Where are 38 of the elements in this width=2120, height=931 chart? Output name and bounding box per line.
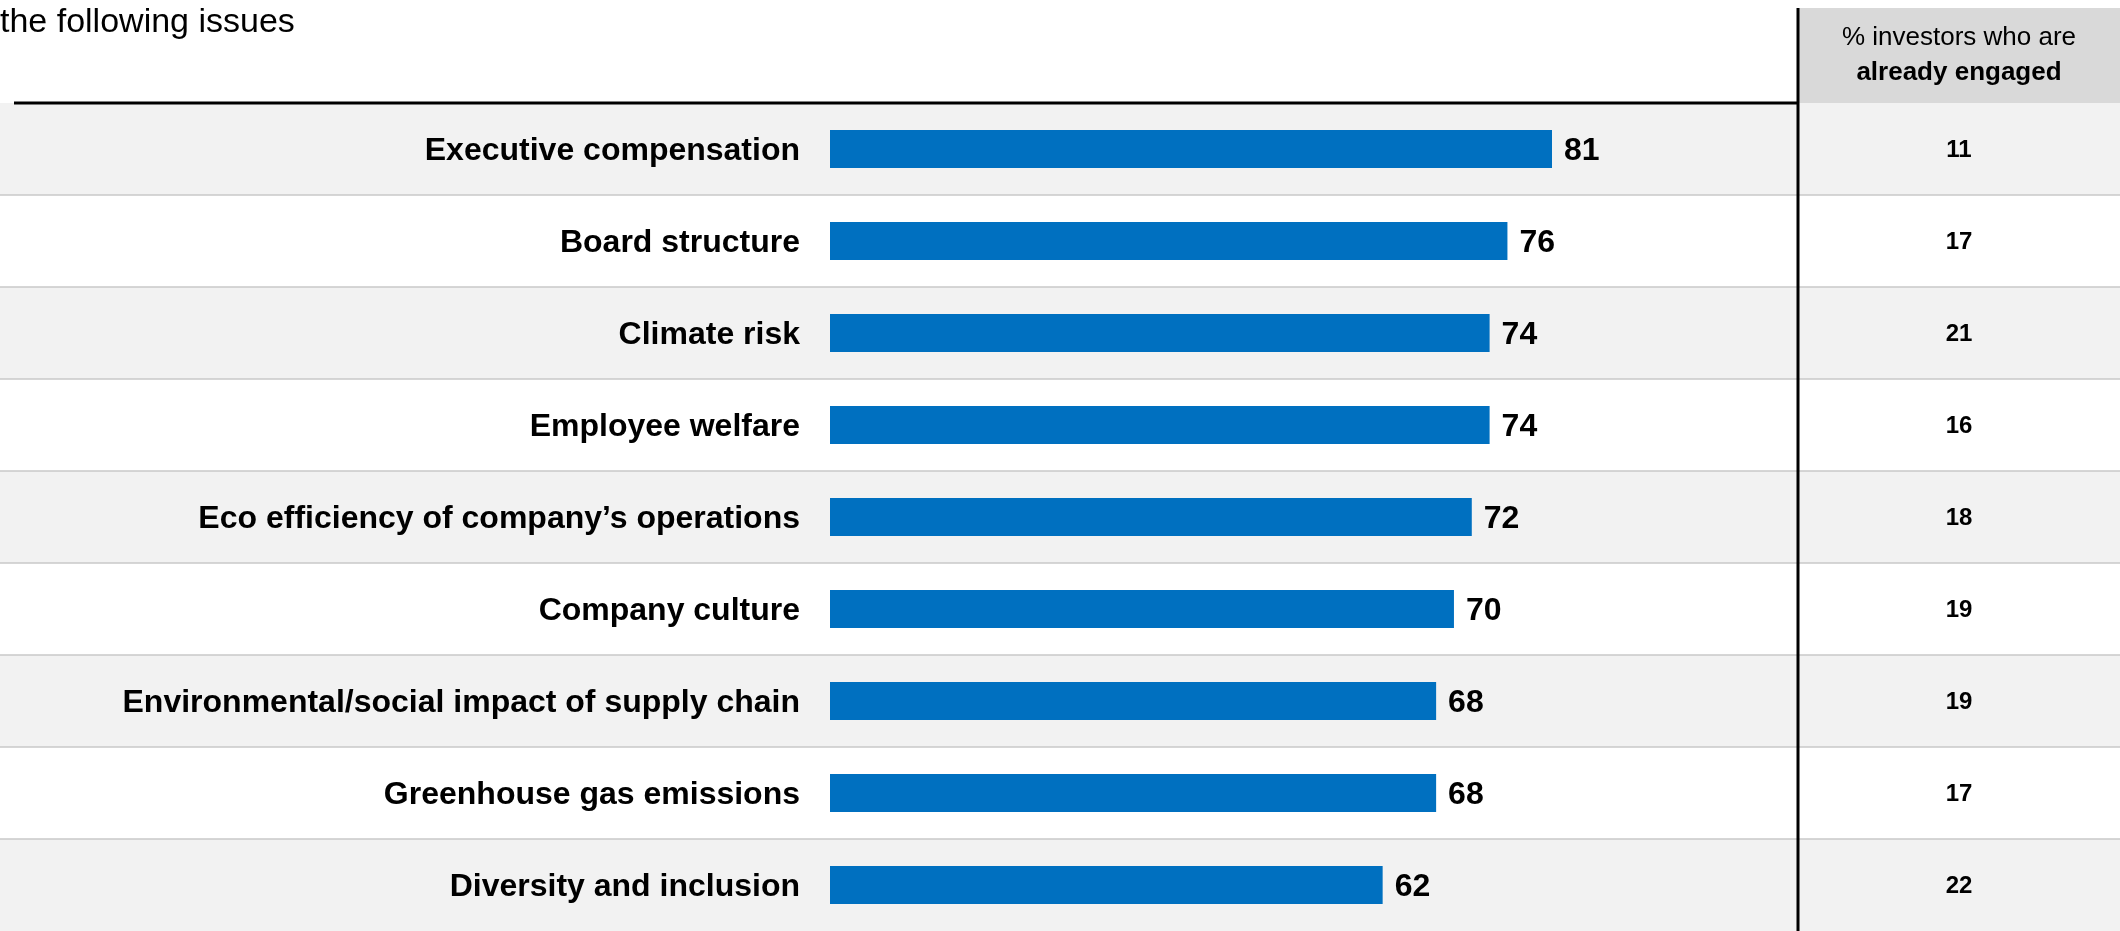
y-tick-label: Eco efficiency of company’s operations [198, 499, 800, 536]
bar [830, 866, 1383, 904]
bar [830, 498, 1472, 536]
data-label: 18 [1945, 503, 1973, 531]
bar [830, 314, 1490, 352]
data-label: 19 [1945, 687, 1973, 715]
text: the following issues [0, 1, 295, 39]
y-tick-label: Board structure [559, 223, 800, 260]
y-tick-label: Executive compensation [424, 131, 800, 168]
bar [830, 774, 1437, 812]
y-tick-label: Environmental/social impact of supply chain [122, 683, 800, 720]
text: % investors who are already engaged [1841, 21, 2077, 86]
data-label: 74 [1501, 407, 1538, 444]
data-label: 62 [1394, 867, 1431, 904]
y-tick-label: Company culture [538, 591, 800, 628]
data-label: 22 [1945, 871, 1973, 899]
data-label: 11 [1946, 135, 1972, 163]
data-label: 19 [1945, 595, 1973, 623]
data-label: 74 [1501, 315, 1538, 352]
bar [830, 222, 1508, 260]
data-label: 21 [1945, 319, 1973, 347]
data-label: 68 [1448, 683, 1484, 720]
bar [830, 590, 1454, 628]
bar [830, 130, 1552, 168]
data-label: 76 [1519, 223, 1556, 260]
data-label: 68 [1448, 775, 1484, 812]
y-tick-label: Greenhouse gas emissions [383, 775, 800, 812]
bar [830, 682, 1437, 720]
data-label: 72 [1483, 499, 1520, 536]
y-tick-label: Climate risk [618, 315, 801, 352]
data-label: 16 [1945, 411, 1973, 439]
y-tick-label: Diversity and inclusion [449, 867, 800, 904]
bar [830, 406, 1490, 444]
data-label: 17 [1945, 227, 1973, 255]
data-label: 70 [1465, 591, 1502, 628]
data-label: 17 [1945, 779, 1973, 807]
y-tick-label: Employee welfare [529, 407, 800, 444]
data-label: 81 [1564, 131, 1600, 168]
